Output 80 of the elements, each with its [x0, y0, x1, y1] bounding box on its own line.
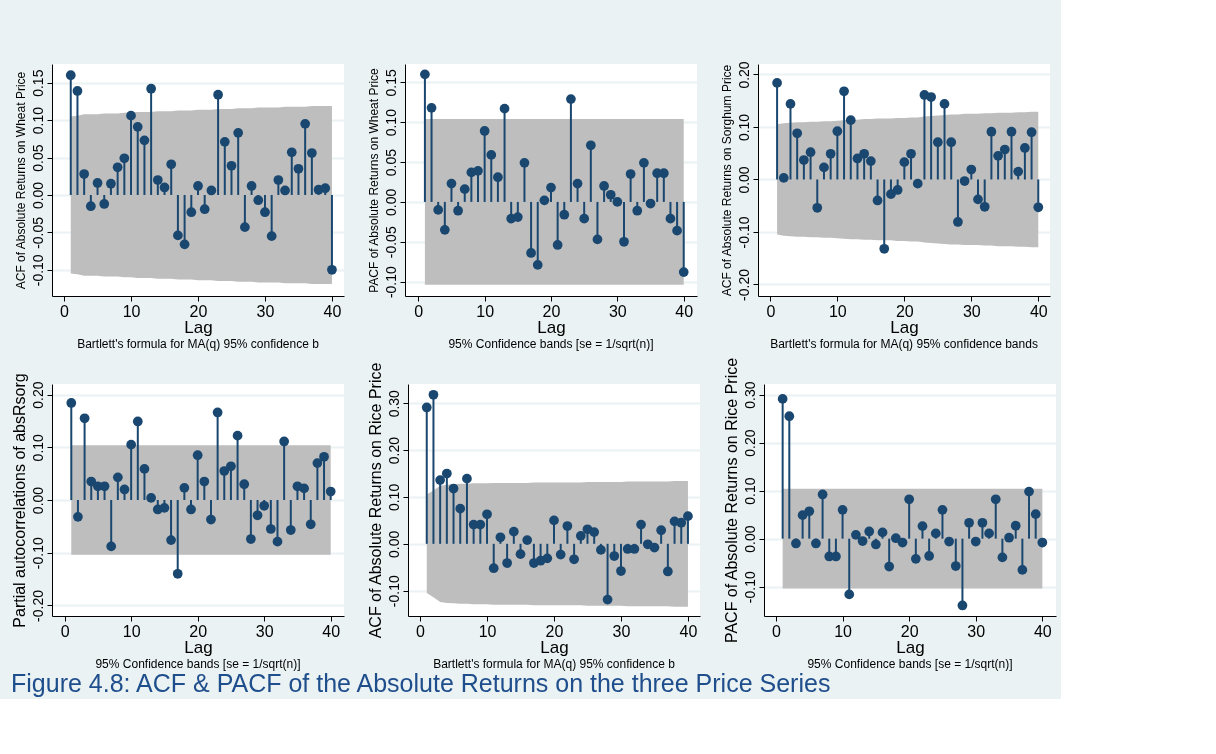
y-tick-label: -0.10 — [741, 571, 758, 604]
x-tick-label: 30 — [255, 622, 274, 640]
x-axis-title: Lag — [537, 317, 566, 337]
y-tick-label: -0.10 — [382, 265, 399, 299]
x-tick-label: 0 — [772, 622, 782, 640]
x-tick-label: 10 — [476, 302, 495, 320]
x-tick-label: 0 — [60, 622, 70, 640]
x-tick-label: 10 — [828, 302, 847, 320]
y-tick-label: 0.20 — [735, 61, 752, 89]
y-tick-label: 0.10 — [735, 113, 752, 142]
x-tick-label: 30 — [967, 622, 986, 640]
x-axis-title: Lag — [184, 317, 213, 337]
x-tick-label: 20 — [542, 302, 561, 320]
y-tick-label: 0.15 — [29, 69, 46, 97]
y-tick-label: 0.00 — [29, 486, 46, 515]
x-tick-label: 40 — [679, 622, 698, 640]
x-tick-label: 20 — [900, 622, 919, 640]
x-tick-label: 10 — [122, 302, 141, 320]
y-tick-label: -0.10 — [385, 575, 402, 608]
y-tick-label: 0.05 — [29, 144, 46, 172]
y-tick-label: 0.05 — [382, 148, 399, 177]
x-tick-label: 20 — [545, 622, 564, 640]
text: 95% Confidence bands [se = 1/sqrt(n)] — [95, 657, 301, 671]
x-tick-label: 40 — [675, 302, 694, 320]
y-tick-label: -0.10 — [29, 537, 46, 570]
y-axis-title: ACF of Absolute Returns on Sorghum Price — [719, 64, 734, 297]
x-tick-label: 40 — [1033, 622, 1052, 640]
x-tick-label: 20 — [189, 622, 208, 640]
x-tick-label: 30 — [608, 302, 627, 320]
y-tick-label: 0.20 — [29, 381, 46, 409]
y-tick-label: 0.00 — [735, 166, 752, 194]
x-tick-label: 0 — [414, 302, 424, 320]
x-tick-label: 10 — [122, 622, 141, 640]
text: Bartlett's formula for MA(q) 95% confidence bands — [770, 337, 1038, 351]
x-tick-label: 0 — [416, 622, 426, 640]
y-tick-label: 0.10 — [29, 106, 46, 135]
x-tick-label: 30 — [962, 302, 981, 320]
y-tick-label: 0.00 — [29, 181, 46, 210]
text: 95% Confidence bands [se = 1/sqrt(n)] — [448, 337, 654, 351]
y-tick-label: 0.30 — [741, 381, 758, 409]
y-axis-title: Partial autocorrelations of absRsorg — [10, 373, 28, 628]
y-tick-label: 0.30 — [385, 389, 402, 418]
x-tick-label: 0 — [766, 302, 776, 320]
x-tick-label: 0 — [60, 302, 70, 320]
y-tick-label: 0.10 — [741, 477, 758, 505]
y-tick-label: -0.20 — [735, 268, 752, 301]
y-tick-label: 0.00 — [741, 525, 758, 553]
x-axis-title: Lag — [184, 637, 213, 657]
x-tick-label: 30 — [256, 302, 275, 320]
y-axis-title: PACF of Absolute Returns on Wheat Price — [366, 67, 381, 293]
y-tick-label: -0.20 — [29, 589, 46, 622]
y-tick-label: -0.10 — [29, 254, 46, 287]
x-tick-label: 30 — [612, 622, 631, 640]
y-tick-label: -0.05 — [29, 216, 46, 249]
y-tick-label: 0.15 — [382, 69, 399, 97]
x-tick-label: 40 — [322, 622, 341, 640]
y-tick-label: 0.10 — [385, 483, 402, 512]
x-tick-label: 10 — [834, 622, 853, 640]
y-axis-title: PACF of Absolute Returns on Rice Price — [722, 357, 740, 644]
y-tick-label: 0.10 — [29, 433, 46, 462]
text: 95% Confidence bands [se = 1/sqrt(n)] — [807, 657, 1013, 671]
x-axis-title: Lag — [540, 637, 569, 657]
y-tick-label: -0.05 — [382, 226, 399, 259]
x-axis-title: Lag — [896, 637, 925, 657]
x-tick-label: 40 — [1029, 302, 1048, 320]
y-tick-label: -0.10 — [735, 216, 752, 249]
y-tick-label: 0.20 — [741, 429, 758, 457]
y-tick-label: 0.00 — [385, 530, 402, 558]
x-axis-title: Lag — [890, 317, 919, 337]
x-tick-label: 10 — [478, 622, 497, 640]
y-axis-title: ACF of Absolute Returns on Wheat Price — [13, 71, 28, 290]
y-tick-label: 0.00 — [382, 188, 399, 217]
x-tick-label: 20 — [895, 302, 914, 320]
text: Bartlett's formula for MA(q) 95% confidence b — [77, 337, 320, 351]
x-tick-label: 40 — [323, 302, 342, 320]
y-axis-title: ACF of Absolute Returns on Rice Price — [366, 362, 384, 639]
x-tick-label: 20 — [189, 302, 208, 320]
y-tick-label: 0.20 — [385, 436, 402, 465]
y-tick-label: 0.10 — [382, 108, 399, 137]
text: Bartlett's formula for MA(q) 95% confidence b — [433, 657, 676, 671]
